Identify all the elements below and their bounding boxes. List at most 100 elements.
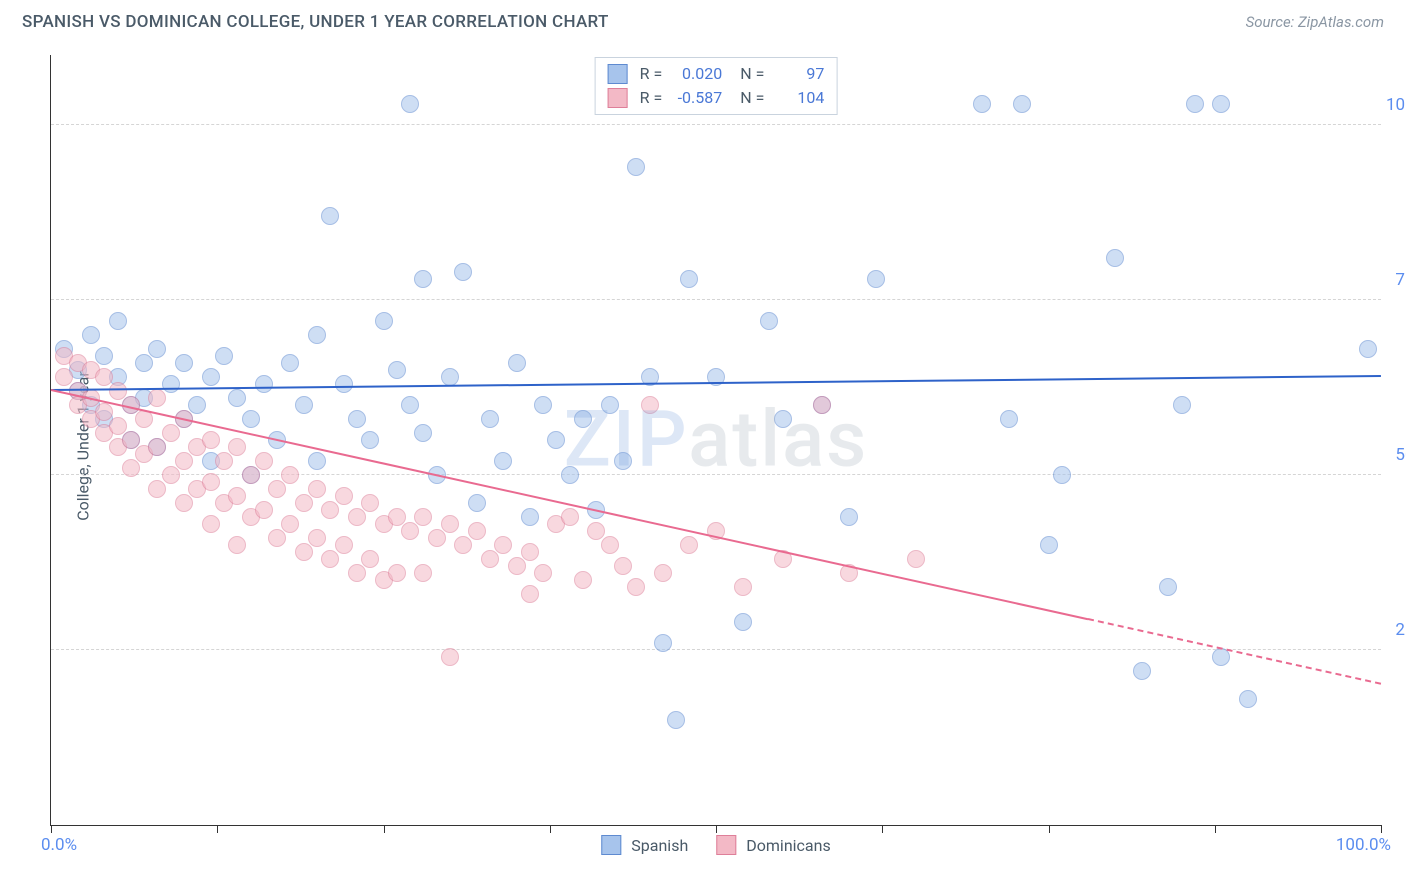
data-point (308, 452, 326, 470)
x-tick (550, 825, 551, 833)
data-point (494, 536, 512, 554)
stat-n-label: N = (740, 62, 764, 86)
stat-n-label: N = (740, 86, 764, 110)
data-point (295, 543, 313, 561)
data-point (840, 508, 858, 526)
data-point (268, 529, 286, 547)
data-point (468, 494, 486, 512)
data-point (375, 312, 393, 330)
data-point (255, 375, 273, 393)
legend-swatch (601, 835, 621, 855)
legend-item: Dominicans (716, 835, 830, 855)
data-point (521, 585, 539, 603)
data-point (202, 473, 220, 491)
y-tick-label: 25.0% (1386, 620, 1406, 640)
data-point (454, 536, 472, 554)
data-point (401, 522, 419, 540)
legend-label: Dominicans (746, 836, 830, 855)
data-point (508, 557, 526, 575)
data-point (215, 347, 233, 365)
data-point (281, 466, 299, 484)
data-point (561, 508, 579, 526)
data-point (348, 564, 366, 582)
gridline (51, 124, 1381, 125)
stat-n-value: 104 (772, 86, 824, 110)
data-point (148, 340, 166, 358)
watermark-part-b: atlas (688, 395, 868, 486)
data-point (1173, 396, 1191, 414)
watermark-part-a: ZIP (564, 395, 689, 486)
data-point (361, 550, 379, 568)
x-tick (882, 825, 883, 833)
data-point (321, 501, 339, 519)
data-point (348, 508, 366, 526)
data-point (547, 431, 565, 449)
data-point (813, 396, 831, 414)
legend-swatch (716, 835, 736, 855)
data-point (228, 536, 246, 554)
data-point (667, 711, 685, 729)
data-point (228, 487, 246, 505)
data-point (428, 529, 446, 547)
data-point (973, 95, 991, 113)
data-point (335, 487, 353, 505)
data-point (561, 466, 579, 484)
data-point (454, 263, 472, 281)
data-point (1133, 662, 1151, 680)
data-point (1053, 466, 1071, 484)
data-point (468, 522, 486, 540)
data-point (348, 410, 366, 428)
stats-row: R =0.020N =97 (608, 62, 825, 86)
x-axis-min-label: 0.0% (41, 835, 77, 855)
data-point (135, 354, 153, 372)
data-point (734, 613, 752, 631)
data-point (321, 550, 339, 568)
stat-r-value: -0.587 (670, 86, 722, 110)
data-point (335, 375, 353, 393)
data-point (255, 501, 273, 519)
data-point (175, 494, 193, 512)
chart-header: SPANISH VS DOMINICAN COLLEGE, UNDER 1 YE… (0, 0, 1406, 40)
data-point (95, 347, 113, 365)
data-point (654, 564, 672, 582)
data-point (308, 480, 326, 498)
data-point (361, 494, 379, 512)
data-point (1000, 410, 1018, 428)
data-point (494, 452, 512, 470)
data-point (388, 361, 406, 379)
y-tick-label: 50.0% (1386, 445, 1406, 465)
stat-r-value: 0.020 (670, 62, 722, 86)
data-point (401, 396, 419, 414)
data-point (641, 396, 659, 414)
data-point (481, 550, 499, 568)
data-point (295, 494, 313, 512)
data-point (521, 508, 539, 526)
series-legend: Spanish Dominicans (601, 835, 830, 855)
data-point (627, 578, 645, 596)
data-point (82, 326, 100, 344)
y-tick-label: 75.0% (1386, 270, 1406, 290)
stat-r-label: R = (640, 86, 663, 110)
data-point (1212, 95, 1230, 113)
data-point (601, 396, 619, 414)
x-axis-max-label: 100.0% (1336, 835, 1391, 855)
trend-line (51, 389, 1089, 620)
data-point (268, 480, 286, 498)
legend-item: Spanish (601, 835, 688, 855)
data-point (680, 270, 698, 288)
data-point (148, 389, 166, 407)
data-point (281, 515, 299, 533)
data-point (95, 368, 113, 386)
data-point (601, 536, 619, 554)
data-point (162, 424, 180, 442)
data-point (228, 438, 246, 456)
x-tick (1381, 825, 1382, 833)
data-point (162, 466, 180, 484)
data-point (202, 515, 220, 533)
stat-r-label: R = (640, 62, 663, 86)
data-point (361, 431, 379, 449)
scatter-plot-area: ZIPatlas R =0.020N =97R =-0.587N =104 Sp… (50, 55, 1381, 826)
data-point (335, 536, 353, 554)
data-point (867, 270, 885, 288)
data-point (148, 480, 166, 498)
